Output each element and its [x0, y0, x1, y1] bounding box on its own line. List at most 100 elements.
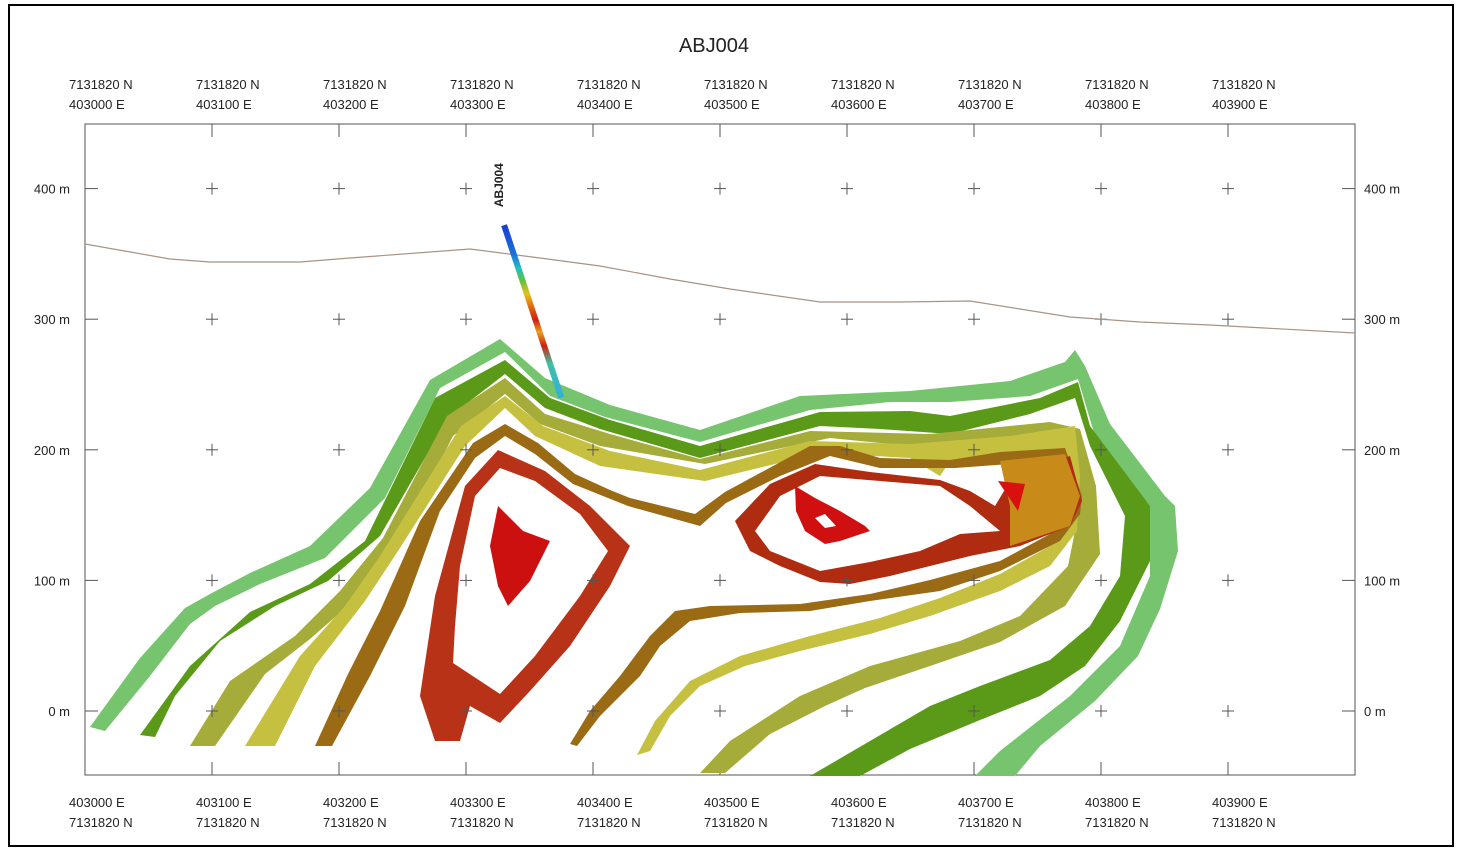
- elevation-label-right: 100 m: [1364, 573, 1400, 588]
- grid-cross: [1095, 574, 1107, 587]
- grid-cross: [841, 313, 853, 326]
- top-northing-label: 7131820 N: [450, 77, 514, 92]
- grid-cross: [460, 182, 472, 195]
- top-easting-label: 403500 E: [704, 97, 760, 112]
- grade-shell-brown: [315, 424, 1082, 746]
- elevation-label-right: 400 m: [1364, 182, 1400, 197]
- top-northing-label: 7131820 N: [831, 77, 895, 92]
- top-easting-label: 403600 E: [831, 97, 887, 112]
- elevation-label-right: 200 m: [1364, 443, 1400, 458]
- elevation-label-left: 300 m: [34, 312, 70, 327]
- grade-core-left: [490, 506, 550, 606]
- grid-cross: [206, 705, 218, 717]
- grid-cross: [841, 705, 853, 717]
- grid-cross: [841, 443, 853, 456]
- bottom-northing-label: 7131820 N: [958, 815, 1022, 830]
- drillhole-trace: [501, 224, 565, 399]
- elevation-label-left: 0 m: [48, 704, 70, 719]
- top-northing-label: 7131820 N: [323, 77, 387, 92]
- drillhole-label: ABJ004: [492, 163, 506, 207]
- grid-cross: [460, 443, 472, 456]
- top-easting-label: 403800 E: [1085, 97, 1141, 112]
- grid-cross: [1222, 182, 1234, 195]
- elevation-label-left: 400 m: [34, 182, 70, 197]
- grid-cross: [460, 313, 472, 326]
- grid-cross: [206, 313, 218, 326]
- grid-cross: [587, 443, 599, 456]
- grade-shell-lightgreen: [90, 339, 1178, 776]
- grid-cross: [968, 313, 980, 326]
- grid-cross: [1222, 443, 1234, 456]
- bottom-northing-label: 7131820 N: [323, 815, 387, 830]
- grid-cross: [1095, 705, 1107, 717]
- bottom-easting-label: 403000 E: [69, 795, 125, 810]
- grid-cross: [206, 443, 218, 456]
- grid-cross: [333, 705, 345, 717]
- top-northing-label: 7131820 N: [1212, 77, 1276, 92]
- top-northing-label: 7131820 N: [704, 77, 768, 92]
- section-frame: ABJ004 7131820 N 403000 E 7131820 N 403100 …: [8, 4, 1454, 847]
- top-easting-label: 403700 E: [958, 97, 1014, 112]
- grid-cross: [333, 313, 345, 326]
- bottom-easting-label: 403900 E: [1212, 795, 1268, 810]
- grade-shell-olive: [190, 378, 1100, 773]
- grade-core-right: [795, 486, 870, 544]
- grade-shell-darkred-left: [420, 450, 630, 741]
- grade-shells: [90, 339, 1178, 776]
- top-easting-label: 403200 E: [323, 97, 379, 112]
- grade-core-right-small: [998, 481, 1025, 511]
- grid-cross: [1095, 443, 1107, 456]
- section-title: ABJ004: [679, 35, 749, 57]
- grid-cross: [206, 182, 218, 195]
- grid-cross: [968, 182, 980, 195]
- grid-cross: [968, 705, 980, 717]
- grid-cross: [841, 182, 853, 195]
- elevation-label-left: 100 m: [34, 573, 70, 588]
- bottom-northing-label: 7131820 N: [1212, 815, 1276, 830]
- bottom-easting-label: 403200 E: [323, 795, 379, 810]
- grid-cross: [587, 182, 599, 195]
- grid-cross: [587, 705, 599, 717]
- bottom-axis-labels: 403000 E 7131820 N 403100 E 7131820 N 403200…: [69, 795, 1276, 830]
- elevation-label-right: 0 m: [1364, 704, 1386, 719]
- bottom-northing-label: 7131820 N: [704, 815, 768, 830]
- top-easting-label: 403900 E: [1212, 97, 1268, 112]
- top-easting-label: 403400 E: [577, 97, 633, 112]
- grid-cross: [968, 443, 980, 456]
- grid-cross: [1222, 705, 1234, 717]
- grid-cross: [714, 182, 726, 195]
- bottom-easting-label: 403800 E: [1085, 795, 1141, 810]
- grade-shell-yellowolive: [245, 396, 1080, 755]
- top-northing-label: 7131820 N: [1085, 77, 1149, 92]
- grid-cross: [333, 574, 345, 587]
- grid-cross: [333, 182, 345, 195]
- bottom-northing-label: 7131820 N: [196, 815, 260, 830]
- top-axis-labels: 7131820 N 403000 E 7131820 N 403100 E 713182…: [69, 77, 1276, 112]
- bottom-northing-label: 7131820 N: [450, 815, 514, 830]
- elevation-label-right: 300 m: [1364, 312, 1400, 327]
- top-northing-label: 7131820 N: [69, 77, 133, 92]
- grid-cross: [587, 313, 599, 326]
- bottom-northing-label: 7131820 N: [577, 815, 641, 830]
- bottom-easting-label: 403700 E: [958, 795, 1014, 810]
- grid-cross: [714, 443, 726, 456]
- grid-cross: [714, 574, 726, 587]
- bottom-easting-label: 403100 E: [196, 795, 252, 810]
- elevation-labels-left: 400 m 300 m 200 m 100 m 0 m: [34, 182, 70, 719]
- grid-cross: [968, 574, 980, 587]
- bottom-easting-label: 403600 E: [831, 795, 887, 810]
- bottom-easting-label: 403400 E: [577, 795, 633, 810]
- grid-cross: [714, 705, 726, 717]
- bottom-easting-label: 403300 E: [450, 795, 506, 810]
- top-northing-label: 7131820 N: [196, 77, 260, 92]
- top-easting-label: 403300 E: [450, 97, 506, 112]
- top-easting-label: 403000 E: [69, 97, 125, 112]
- grid-cross: [460, 574, 472, 587]
- grid-cross: [1095, 182, 1107, 195]
- top-northing-label: 7131820 N: [958, 77, 1022, 92]
- elevation-labels-right: 400 m 300 m 200 m 100 m 0 m: [1364, 182, 1400, 719]
- grid-cross: [333, 443, 345, 456]
- cross-section-plot: ABJ004 7131820 N 403000 E 7131820 N 403100 …: [34, 35, 1400, 830]
- bottom-northing-label: 7131820 N: [69, 815, 133, 830]
- bottom-northing-label: 7131820 N: [1085, 815, 1149, 830]
